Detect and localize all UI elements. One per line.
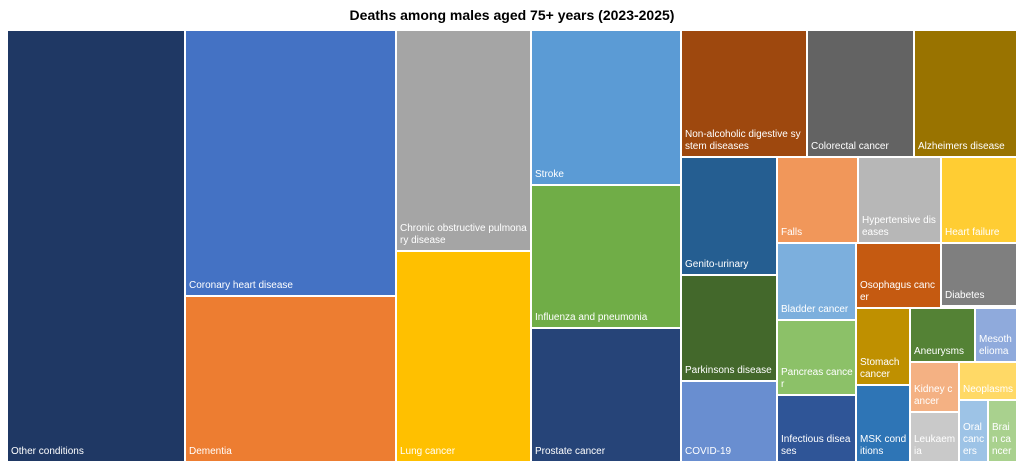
tile-stomach-cancer: Stomach cancer (856, 308, 910, 385)
tile-covid-19: COVID-19 (681, 381, 777, 462)
tile-dementia: Dementia (185, 296, 396, 462)
tile-hypertensive: Hypertensive diseases (858, 157, 941, 243)
tile-osophagus-cancer: Osophagus cancer (856, 243, 941, 308)
tile-genito-urinary: Genito-urinary (681, 157, 777, 275)
tile-lung-cancer: Lung cancer (396, 251, 531, 462)
tile-coronary-heart-disease: Coronary heart disease (185, 30, 396, 296)
tile-colorectal-cancer: Colorectal cancer (807, 30, 914, 157)
tile-diabetes: Diabetes (941, 243, 1017, 306)
tile-oral-cancers: Oral cancers (959, 400, 988, 462)
tile-copd: Chronic obstructive pulmonary disease (396, 30, 531, 251)
tile-leukaemia: Leukaemia (910, 412, 959, 462)
tile-aneurysms: Aneurysms (910, 308, 975, 362)
tile-kidney-cancer: Kidney cancer (910, 362, 959, 412)
tile-brain-cancer: Brain cancer (988, 400, 1017, 462)
tile-infectious-diseases: Infectious diseases (777, 395, 856, 462)
tile-influenza-pneumonia: Influenza and pneumonia (531, 185, 681, 328)
tile-alzheimers: Alzheimers disease (914, 30, 1017, 157)
tile-neoplasms: Neoplasms (959, 362, 1017, 400)
tile-falls: Falls (777, 157, 858, 243)
tile-mesothelioma: Mesothelioma (975, 308, 1017, 362)
treemap-plot-area: Other conditions Coronary heart disease … (7, 30, 1017, 462)
tile-other-conditions: Other conditions (7, 30, 185, 462)
tile-pancreas-cancer: Pancreas cancer (777, 320, 856, 395)
tile-heart-failure: Heart failure (941, 157, 1017, 243)
tile-bladder-cancer: Bladder cancer (777, 243, 856, 320)
tile-msk-conditions: MSK conditions (856, 385, 910, 462)
tile-stroke: Stroke (531, 30, 681, 185)
tile-parkinsons: Parkinsons disease (681, 275, 777, 381)
tile-prostate-cancer: Prostate cancer (531, 328, 681, 462)
chart-title: Deaths among males aged 75+ years (2023-… (349, 7, 675, 23)
tile-digestive-diseases: Non-alcoholic digestive system diseases (681, 30, 807, 157)
